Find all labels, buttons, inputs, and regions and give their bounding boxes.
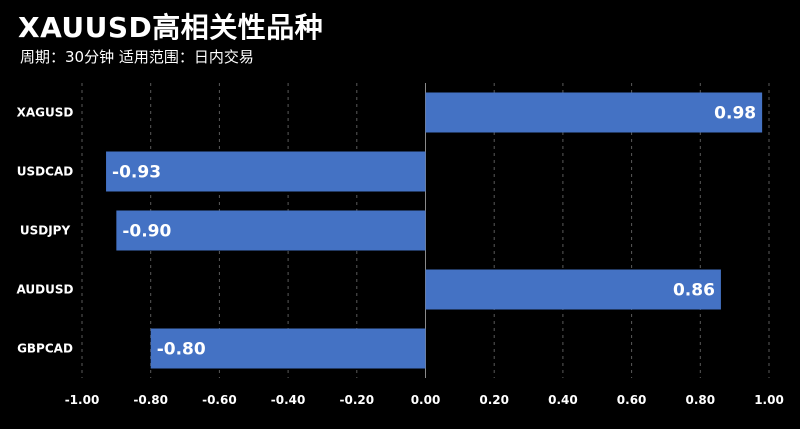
data-label: 0.86: [673, 281, 715, 301]
bar-xagusd: [425, 92, 763, 133]
x-tick-label: -0.80: [133, 393, 168, 407]
bar-usdjpy: [116, 210, 426, 251]
x-axis-ticks: -1.00 -0.80 -0.60 -0.40 -0.20 0.00 0.20 0.40 0.6…: [65, 393, 784, 407]
chart-subtitle: 周期：30分钟 适用范围：日内交易: [20, 48, 254, 66]
x-tick-label: 0.20: [479, 393, 509, 407]
x-tick-label: -0.20: [340, 393, 375, 407]
category-label: USDCAD: [17, 165, 73, 179]
x-tick-label: 0.00: [411, 393, 441, 407]
category-label: XAGUSD: [17, 106, 74, 120]
category-label: USDJPY: [20, 224, 71, 238]
category-label: AUDUSD: [17, 283, 74, 297]
x-tick-label: 0.60: [617, 393, 647, 407]
x-tick-label: 0.40: [548, 393, 578, 407]
data-label: -0.80: [157, 340, 206, 360]
bars: [106, 92, 763, 369]
data-labels: 0.98 -0.93 -0.90 0.86 -0.80: [112, 104, 756, 360]
x-tick-label: 1.00: [754, 393, 784, 407]
bar-audusd: [425, 269, 721, 310]
category-labels: XAGUSD USDCAD USDJPY AUDUSD GBPCAD: [17, 106, 74, 356]
x-tick-label: -0.60: [202, 393, 237, 407]
data-label: 0.98: [714, 104, 756, 124]
category-label: GBPCAD: [17, 342, 73, 356]
chart-title: XAUUSD高相关性品种: [18, 11, 324, 44]
x-tick-label: 0.80: [685, 393, 715, 407]
bar-usdcad: [106, 151, 426, 192]
data-label: -0.93: [112, 163, 161, 183]
data-label: -0.90: [122, 222, 171, 242]
bar-gbpcad: [150, 328, 426, 369]
x-tick-label: -1.00: [65, 393, 100, 407]
x-tick-label: -0.40: [271, 393, 306, 407]
